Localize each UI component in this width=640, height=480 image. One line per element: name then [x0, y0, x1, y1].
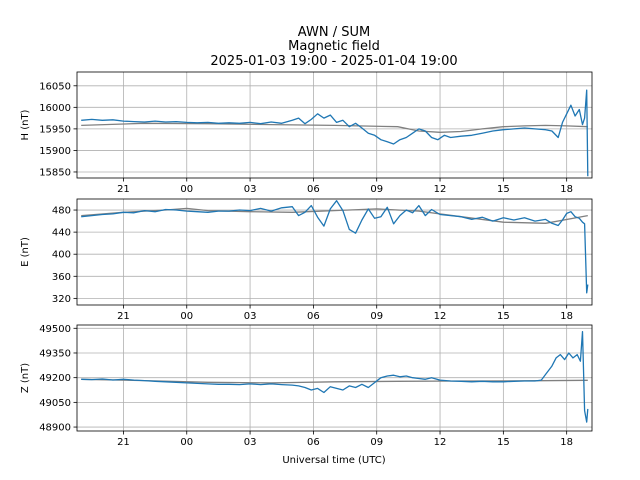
e-x-tick-label-5: 12 — [434, 311, 447, 322]
h-y-tick-label-0: 15850 — [39, 167, 71, 178]
e-x-tick-label-0: 21 — [117, 311, 130, 322]
e-x-tick-label-3: 06 — [307, 311, 320, 322]
panel-e: 21 00 03 06 09 12 15 18 320 360 400 440 480 E (nT) — [20, 198, 593, 322]
z-x-tick-label-3: 06 — [307, 437, 320, 448]
z-x-tick-label-7: 18 — [560, 437, 573, 448]
e-y-tick-label-0: 320 — [52, 294, 71, 305]
z-x-tick-label-2: 03 — [244, 437, 257, 448]
h-series-line-0 — [81, 89, 589, 177]
h-y-tick-label-1: 15900 — [39, 146, 71, 157]
z-series-line-0 — [81, 330, 589, 423]
h-x-tick-label-5: 12 — [434, 184, 447, 195]
e-x-tick-label-7: 18 — [560, 311, 573, 322]
chart-title-line-2: Magnetic field — [288, 39, 380, 54]
e-axes-frame — [76, 198, 593, 306]
e-x-tick-label-6: 15 — [497, 311, 510, 322]
e-y-axis-label: E (nT) — [20, 237, 31, 267]
e-y-tick-label-2: 400 — [52, 250, 71, 261]
z-y-tick-label-2: 49200 — [39, 373, 71, 384]
h-x-tick-label-0: 21 — [117, 184, 130, 195]
h-x-tick-label-4: 09 — [370, 184, 383, 195]
panel-z: 21 00 03 06 09 12 15 18 48900 49050 49200 49350 4950… — [20, 324, 593, 448]
e-series-line-0 — [81, 200, 589, 294]
h-y-tick-label-4: 16050 — [39, 81, 71, 92]
chart-title-line-3: 2025-01-03 19:00 - 2025-01-04 19:00 — [210, 54, 457, 69]
h-baseline-line — [81, 122, 588, 133]
z-x-tick-label-6: 15 — [497, 437, 510, 448]
e-x-tick-label-2: 03 — [244, 311, 257, 322]
h-x-tick-label-3: 06 — [307, 184, 320, 195]
e-x-tick-label-1: 00 — [180, 311, 193, 322]
h-x-tick-label-2: 03 — [244, 184, 257, 195]
z-x-tick-label-4: 09 — [370, 437, 383, 448]
e-x-tick-label-4: 09 — [370, 311, 383, 322]
z-y-axis-label: Z (nT) — [20, 363, 31, 393]
h-y-tick-label-2: 15950 — [39, 124, 71, 135]
h-y-tick-label-3: 16000 — [39, 103, 71, 114]
h-y-axis-label: H (nT) — [20, 109, 31, 140]
z-x-tick-label-1: 00 — [180, 437, 193, 448]
z-axes-frame — [76, 324, 593, 432]
z-y-tick-label-4: 49500 — [39, 324, 71, 335]
e-y-tick-label-1: 360 — [52, 272, 71, 283]
z-y-tick-label-1: 49050 — [39, 398, 71, 409]
h-x-tick-label-7: 18 — [560, 184, 573, 195]
e-y-tick-label-4: 480 — [52, 206, 71, 217]
x-axis-label: Universal time (UTC) — [282, 455, 385, 466]
h-x-tick-label-6: 15 — [497, 184, 510, 195]
z-y-tick-label-0: 48900 — [39, 423, 71, 434]
chart-title-line-1: AWN / SUM — [298, 25, 370, 40]
h-axes-frame — [76, 71, 593, 179]
e-y-tick-label-3: 440 — [52, 228, 71, 239]
h-x-tick-label-1: 00 — [180, 184, 193, 195]
z-y-tick-label-3: 49350 — [39, 348, 71, 359]
z-x-tick-label-5: 12 — [434, 437, 447, 448]
panel-h: 21 00 03 06 09 12 15 18 15850 15900 15950 16000 1605… — [20, 71, 593, 195]
z-x-tick-label-0: 21 — [117, 437, 130, 448]
